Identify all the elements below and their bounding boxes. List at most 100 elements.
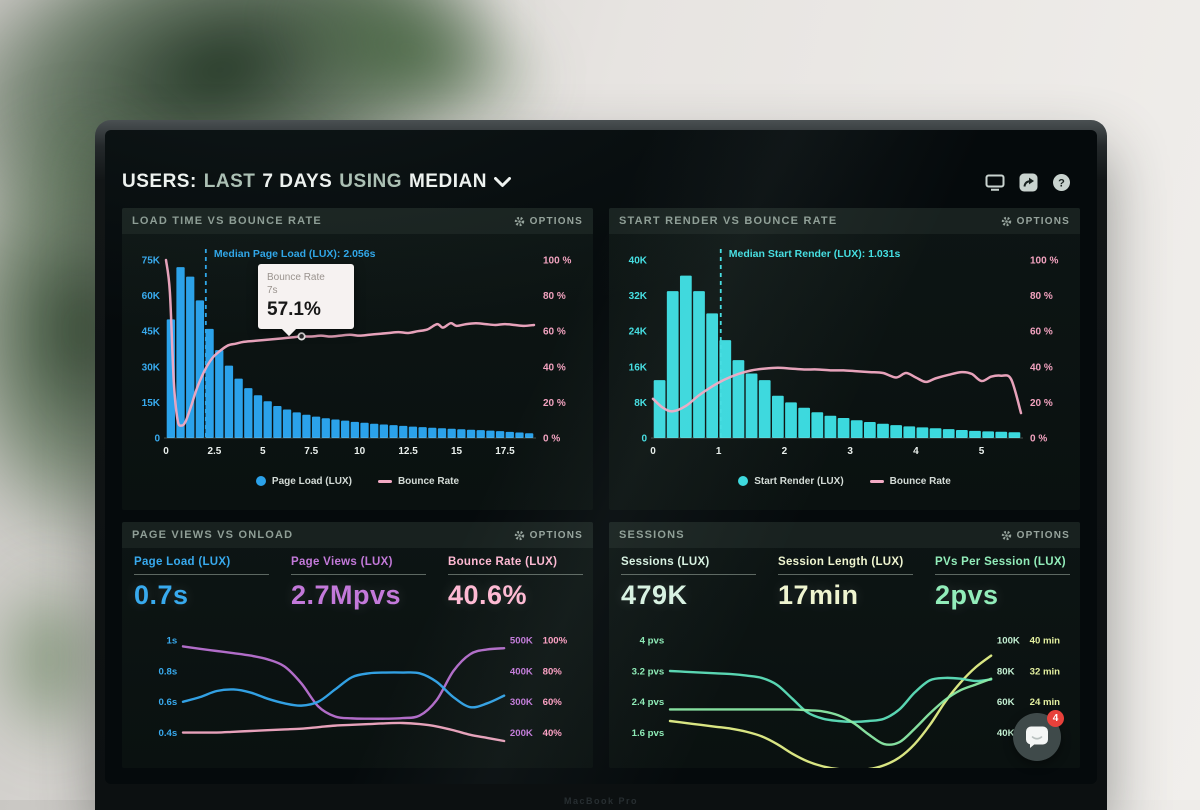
svg-text:4 pvs: 4 pvs (640, 636, 665, 647)
metric-bounce-rate: Bounce Rate (LUX) 40.6% (448, 556, 583, 611)
metric-page-views: Page Views (LUX) 2.7Mpvs (291, 556, 426, 611)
svg-text:60 %: 60 % (1030, 327, 1053, 338)
chat-bubble-icon (1026, 726, 1048, 748)
svg-text:2.5: 2.5 (207, 446, 221, 457)
svg-text:0.6s: 0.6s (159, 697, 178, 708)
display-icon[interactable] (985, 172, 1005, 192)
svg-text:80 %: 80 % (1030, 291, 1053, 302)
svg-text:60 %: 60 % (543, 327, 566, 338)
gear-icon (1001, 216, 1011, 226)
svg-text:400K: 400K (510, 666, 533, 677)
svg-text:0.4s: 0.4s (159, 728, 178, 739)
svg-text:1s: 1s (167, 636, 178, 647)
svg-text:30K: 30K (142, 362, 161, 373)
load-time-histogram-chart[interactable]: 75K 60K 45K 30K 15K 0 100 % 80 % 60 % 40 % 20 % 0 %… (130, 242, 585, 468)
chart-legend: Start Render (LUX) Bounce Rate (609, 468, 1080, 494)
svg-text:24 min: 24 min (1030, 697, 1061, 708)
options-button[interactable]: OPTIONS (514, 530, 583, 541)
svg-text:100K: 100K (997, 636, 1020, 647)
svg-text:40%: 40% (543, 728, 563, 739)
svg-text:60K: 60K (142, 291, 161, 302)
svg-text:3.2 pvs: 3.2 pvs (632, 666, 665, 677)
svg-text:17.5: 17.5 (495, 446, 515, 457)
svg-text:75K: 75K (142, 256, 161, 267)
gear-icon (514, 530, 524, 540)
title-days: 7 DAYS (262, 171, 333, 192)
svg-text:100%: 100% (543, 636, 568, 647)
svg-text:80%: 80% (543, 666, 563, 677)
sessions-line-chart[interactable]: 4 pvs 3.2 pvs 2.4 pvs 1.6 pvs 100K 80K 60K 40K 4… (617, 621, 1072, 768)
svg-text:40K: 40K (997, 728, 1015, 739)
help-icon[interactable]: ? (1051, 172, 1071, 192)
panel-load-time-vs-bounce-rate: LOAD TIME VS BOUNCE RATE OPTIONS 75K 60K 4… (122, 208, 593, 510)
svg-text:200K: 200K (510, 728, 533, 739)
metric-sessions: Sessions (LUX) 479K (621, 556, 756, 611)
svg-text:32K: 32K (629, 291, 648, 302)
options-button[interactable]: OPTIONS (1001, 530, 1070, 541)
title-median: MEDIAN (408, 171, 487, 192)
svg-text:80 %: 80 % (543, 291, 566, 302)
svg-text:100 %: 100 % (543, 256, 571, 267)
dashboard-grid: LOAD TIME VS BOUNCE RATE OPTIONS 75K 60K 4… (122, 208, 1080, 768)
svg-text:60%: 60% (543, 697, 563, 708)
svg-text:32 min: 32 min (1030, 666, 1061, 677)
svg-text:2.4 pvs: 2.4 pvs (632, 697, 665, 708)
svg-text:Median Start Render (LUX): 1.0: Median Start Render (LUX): 1.031s (729, 248, 901, 260)
svg-text:45K: 45K (142, 327, 161, 338)
svg-text:80K: 80K (997, 666, 1015, 677)
svg-text:0: 0 (641, 434, 647, 445)
legend-bounce-rate[interactable]: Bounce Rate (869, 476, 951, 487)
svg-text:500K: 500K (510, 636, 533, 647)
svg-text:100 %: 100 % (1030, 256, 1058, 267)
legend-page-load[interactable]: Page Load (LUX) (255, 476, 352, 487)
svg-text:1.6 pvs: 1.6 pvs (632, 728, 665, 739)
svg-text:12.5: 12.5 (398, 446, 418, 457)
svg-text:3: 3 (847, 446, 853, 457)
svg-text:40 min: 40 min (1030, 636, 1061, 647)
chevron-down-icon (493, 176, 511, 187)
svg-text:15K: 15K (142, 398, 161, 409)
svg-text:16K: 16K (629, 362, 648, 373)
panel-sessions: SESSIONS OPTIONS Sessions (LUX) 479K Ses… (609, 522, 1080, 768)
svg-text:0 %: 0 % (1030, 434, 1047, 445)
panel-start-render-vs-bounce-rate: START RENDER VS BOUNCE RATE OPTIONS 40K 3… (609, 208, 1080, 510)
panel-page-views-vs-onload: PAGE VIEWS VS ONLOAD OPTIONS Page Load (… (122, 522, 593, 768)
chart-legend: Page Load (LUX) Bounce Rate (122, 468, 593, 494)
svg-text:2: 2 (782, 446, 788, 457)
dashboard-header: USERS: LAST 7 DAYS USING MEDIAN ? (105, 130, 1097, 198)
svg-text:40 %: 40 % (543, 362, 566, 373)
svg-text:0: 0 (650, 446, 656, 457)
dashboard-screen: USERS: LAST 7 DAYS USING MEDIAN ? (105, 130, 1097, 784)
page-views-line-chart[interactable]: 1s 0.8s 0.6s 0.4s 500K 400K 300K 200K 100% 80% 60%… (130, 621, 585, 768)
legend-bounce-rate[interactable]: Bounce Rate (377, 476, 459, 487)
header-icons: ? (985, 172, 1071, 192)
svg-text:5: 5 (260, 446, 266, 457)
svg-text:0: 0 (154, 434, 160, 445)
share-icon[interactable] (1018, 172, 1038, 192)
panel-title: LOAD TIME VS BOUNCE RATE (132, 215, 322, 227)
svg-text:60K: 60K (997, 697, 1015, 708)
svg-text:20 %: 20 % (1030, 398, 1053, 409)
metric-session-length: Session Length (LUX) 17min (778, 556, 913, 611)
metrics-row: Sessions (LUX) 479K Session Length (LUX)… (609, 548, 1080, 613)
legend-start-render[interactable]: Start Render (LUX) (738, 476, 844, 487)
svg-text:0.8s: 0.8s (159, 666, 178, 677)
options-button[interactable]: OPTIONS (514, 216, 583, 227)
gear-icon (514, 216, 524, 226)
svg-text:300K: 300K (510, 697, 533, 708)
panel-title: START RENDER VS BOUNCE RATE (619, 215, 838, 227)
svg-text:24K: 24K (629, 327, 648, 338)
svg-text:5: 5 (979, 446, 985, 457)
svg-text:0: 0 (163, 446, 169, 457)
start-render-histogram-chart[interactable]: 40K 32K 24K 16K 8K 0 100 % 80 % 60 % 40 % 20 % 0 % 0… (617, 242, 1072, 468)
svg-text:1: 1 (716, 446, 722, 457)
svg-text:0 %: 0 % (543, 434, 560, 445)
svg-text:4: 4 (913, 446, 919, 457)
chat-unread-badge: 4 (1047, 710, 1064, 727)
svg-text:?: ? (1058, 177, 1065, 189)
options-button[interactable]: OPTIONS (1001, 216, 1070, 227)
dashboard-title-dropdown[interactable]: USERS: LAST 7 DAYS USING MEDIAN (122, 171, 511, 193)
chat-widget-button[interactable]: 4 (1013, 710, 1064, 761)
metric-pvs-per-session: PVs Per Session (LUX) 2pvs (935, 556, 1070, 611)
panel-title: PAGE VIEWS VS ONLOAD (132, 529, 294, 541)
